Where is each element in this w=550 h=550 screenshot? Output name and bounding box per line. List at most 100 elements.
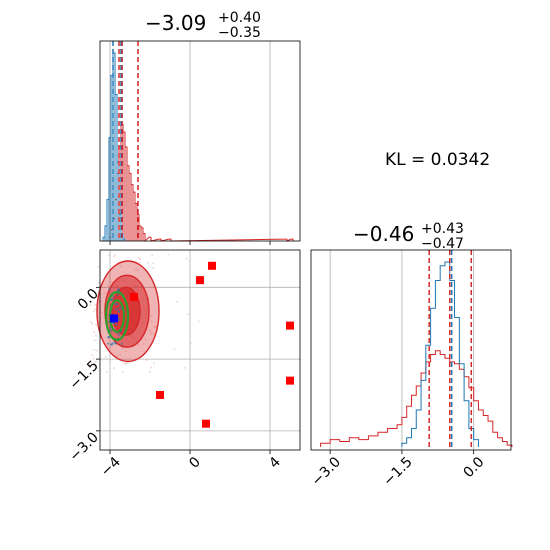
x2-tick-labels: −3.0 −1.5 0.0 (309, 454, 488, 489)
scatter-point (175, 300, 178, 303)
scatter-point (150, 366, 153, 369)
scatter-point (136, 269, 139, 272)
scatter-point (97, 265, 100, 268)
scatter-point (134, 268, 137, 271)
scatter-point (152, 362, 155, 365)
scatter-point-blue (107, 336, 110, 339)
scatter-point (104, 356, 107, 359)
scatter-point-blue (112, 295, 115, 298)
scatter-point (124, 362, 127, 365)
green-contour-0 (104, 291, 130, 342)
scatter-frame (99, 249, 301, 451)
title-x2-value: −0.46 (353, 222, 414, 246)
scatter-point (93, 348, 96, 351)
scatter-point (137, 343, 140, 346)
scatter-point (94, 308, 97, 311)
scatter-point (124, 350, 127, 353)
scatter-point-blue (114, 303, 117, 306)
scatter-point (187, 313, 190, 316)
scatter-point (91, 322, 94, 325)
scatter-point (122, 371, 125, 374)
scatter-point (95, 323, 98, 326)
y-tick-label: −3.0 (67, 429, 102, 464)
title-x1-minus: −0.35 (218, 25, 261, 41)
scatter-point (89, 364, 92, 367)
scatter-point (119, 353, 122, 356)
scatter-point (115, 355, 118, 358)
panel-hist-x1 (99, 40, 301, 245)
scatter-point (154, 325, 157, 328)
scatter-point (120, 265, 123, 268)
x1-tick-label: 4 (266, 454, 284, 472)
scatter-point (147, 261, 150, 264)
scatter-point (108, 254, 111, 257)
red-marker-1 (196, 276, 204, 285)
scatter-point (149, 329, 152, 332)
scatter-point (126, 361, 129, 364)
red-marker-5 (156, 390, 164, 399)
scatter-point (122, 362, 125, 365)
hist-x1-frame (99, 40, 301, 242)
scatter-point (112, 255, 115, 258)
scatter-point (139, 261, 142, 264)
scatter-point (142, 342, 145, 345)
scatter-point (95, 367, 98, 370)
scatter-point (94, 334, 97, 337)
scatter-point (94, 360, 97, 363)
scatter-point (139, 258, 142, 261)
scatter-point (100, 311, 103, 314)
title-x1: −3.09 +0.40 −0.35 (145, 10, 261, 41)
scatter-point (149, 332, 152, 335)
scatter-point-blue (110, 343, 113, 346)
blue-marker (110, 314, 118, 323)
scatter-point (114, 254, 117, 257)
scatter-point (91, 354, 94, 357)
scatter-point (105, 370, 108, 373)
scatter-point (151, 254, 154, 257)
scatter-point (121, 347, 124, 350)
scatter-point (185, 257, 188, 260)
scatter-point (189, 342, 192, 345)
scatter-point-blue (113, 342, 116, 345)
scatter-point-blue (116, 303, 119, 306)
scatter-point (92, 357, 95, 360)
x2-tick-label: −3.0 (309, 454, 344, 489)
scatter-point (150, 315, 153, 318)
scatter-point (103, 291, 106, 294)
panel-hist-x2 (310, 249, 513, 454)
scatter-point (149, 370, 152, 373)
scatter-point-blue (108, 288, 111, 291)
scatter-point (145, 359, 148, 362)
scatter-point-blue (117, 307, 120, 310)
scatter-point-blue (114, 308, 117, 311)
panel-scatter (89, 249, 301, 454)
scatter-point-blue (117, 288, 120, 291)
title-x2: −0.46 +0.43 −0.47 (353, 221, 464, 252)
scatter-point (89, 362, 92, 365)
scatter-point (151, 267, 154, 270)
scatter-point (97, 281, 100, 284)
red-marker-6 (202, 419, 210, 428)
scatter-point (93, 331, 96, 334)
scatter-point (183, 366, 186, 369)
scatter-point-blue (110, 329, 113, 332)
x1-tick-label: −4 (98, 454, 124, 480)
scatter-point (144, 338, 147, 341)
red-marker-3 (286, 321, 294, 330)
scatter-point (173, 347, 176, 350)
hist-x1-red-series (108, 123, 294, 243)
scatter-point (96, 349, 99, 352)
hist-x2-frame (310, 249, 512, 451)
scatter-point (198, 320, 201, 323)
scatter-point-blue (116, 293, 119, 296)
scatter-point-blue (117, 310, 120, 313)
scatter-point-blue (111, 342, 114, 345)
x1-tick-label: 0 (186, 454, 204, 472)
scatter-point-blue (111, 297, 114, 300)
title-x2-plus: +0.43 (421, 221, 464, 237)
scatter-point-blue (107, 342, 110, 345)
title-x1-plus: +0.40 (218, 10, 261, 26)
scatter-point (138, 257, 141, 260)
x2-tick-label: −1.5 (380, 454, 415, 489)
scatter-point (167, 253, 170, 256)
